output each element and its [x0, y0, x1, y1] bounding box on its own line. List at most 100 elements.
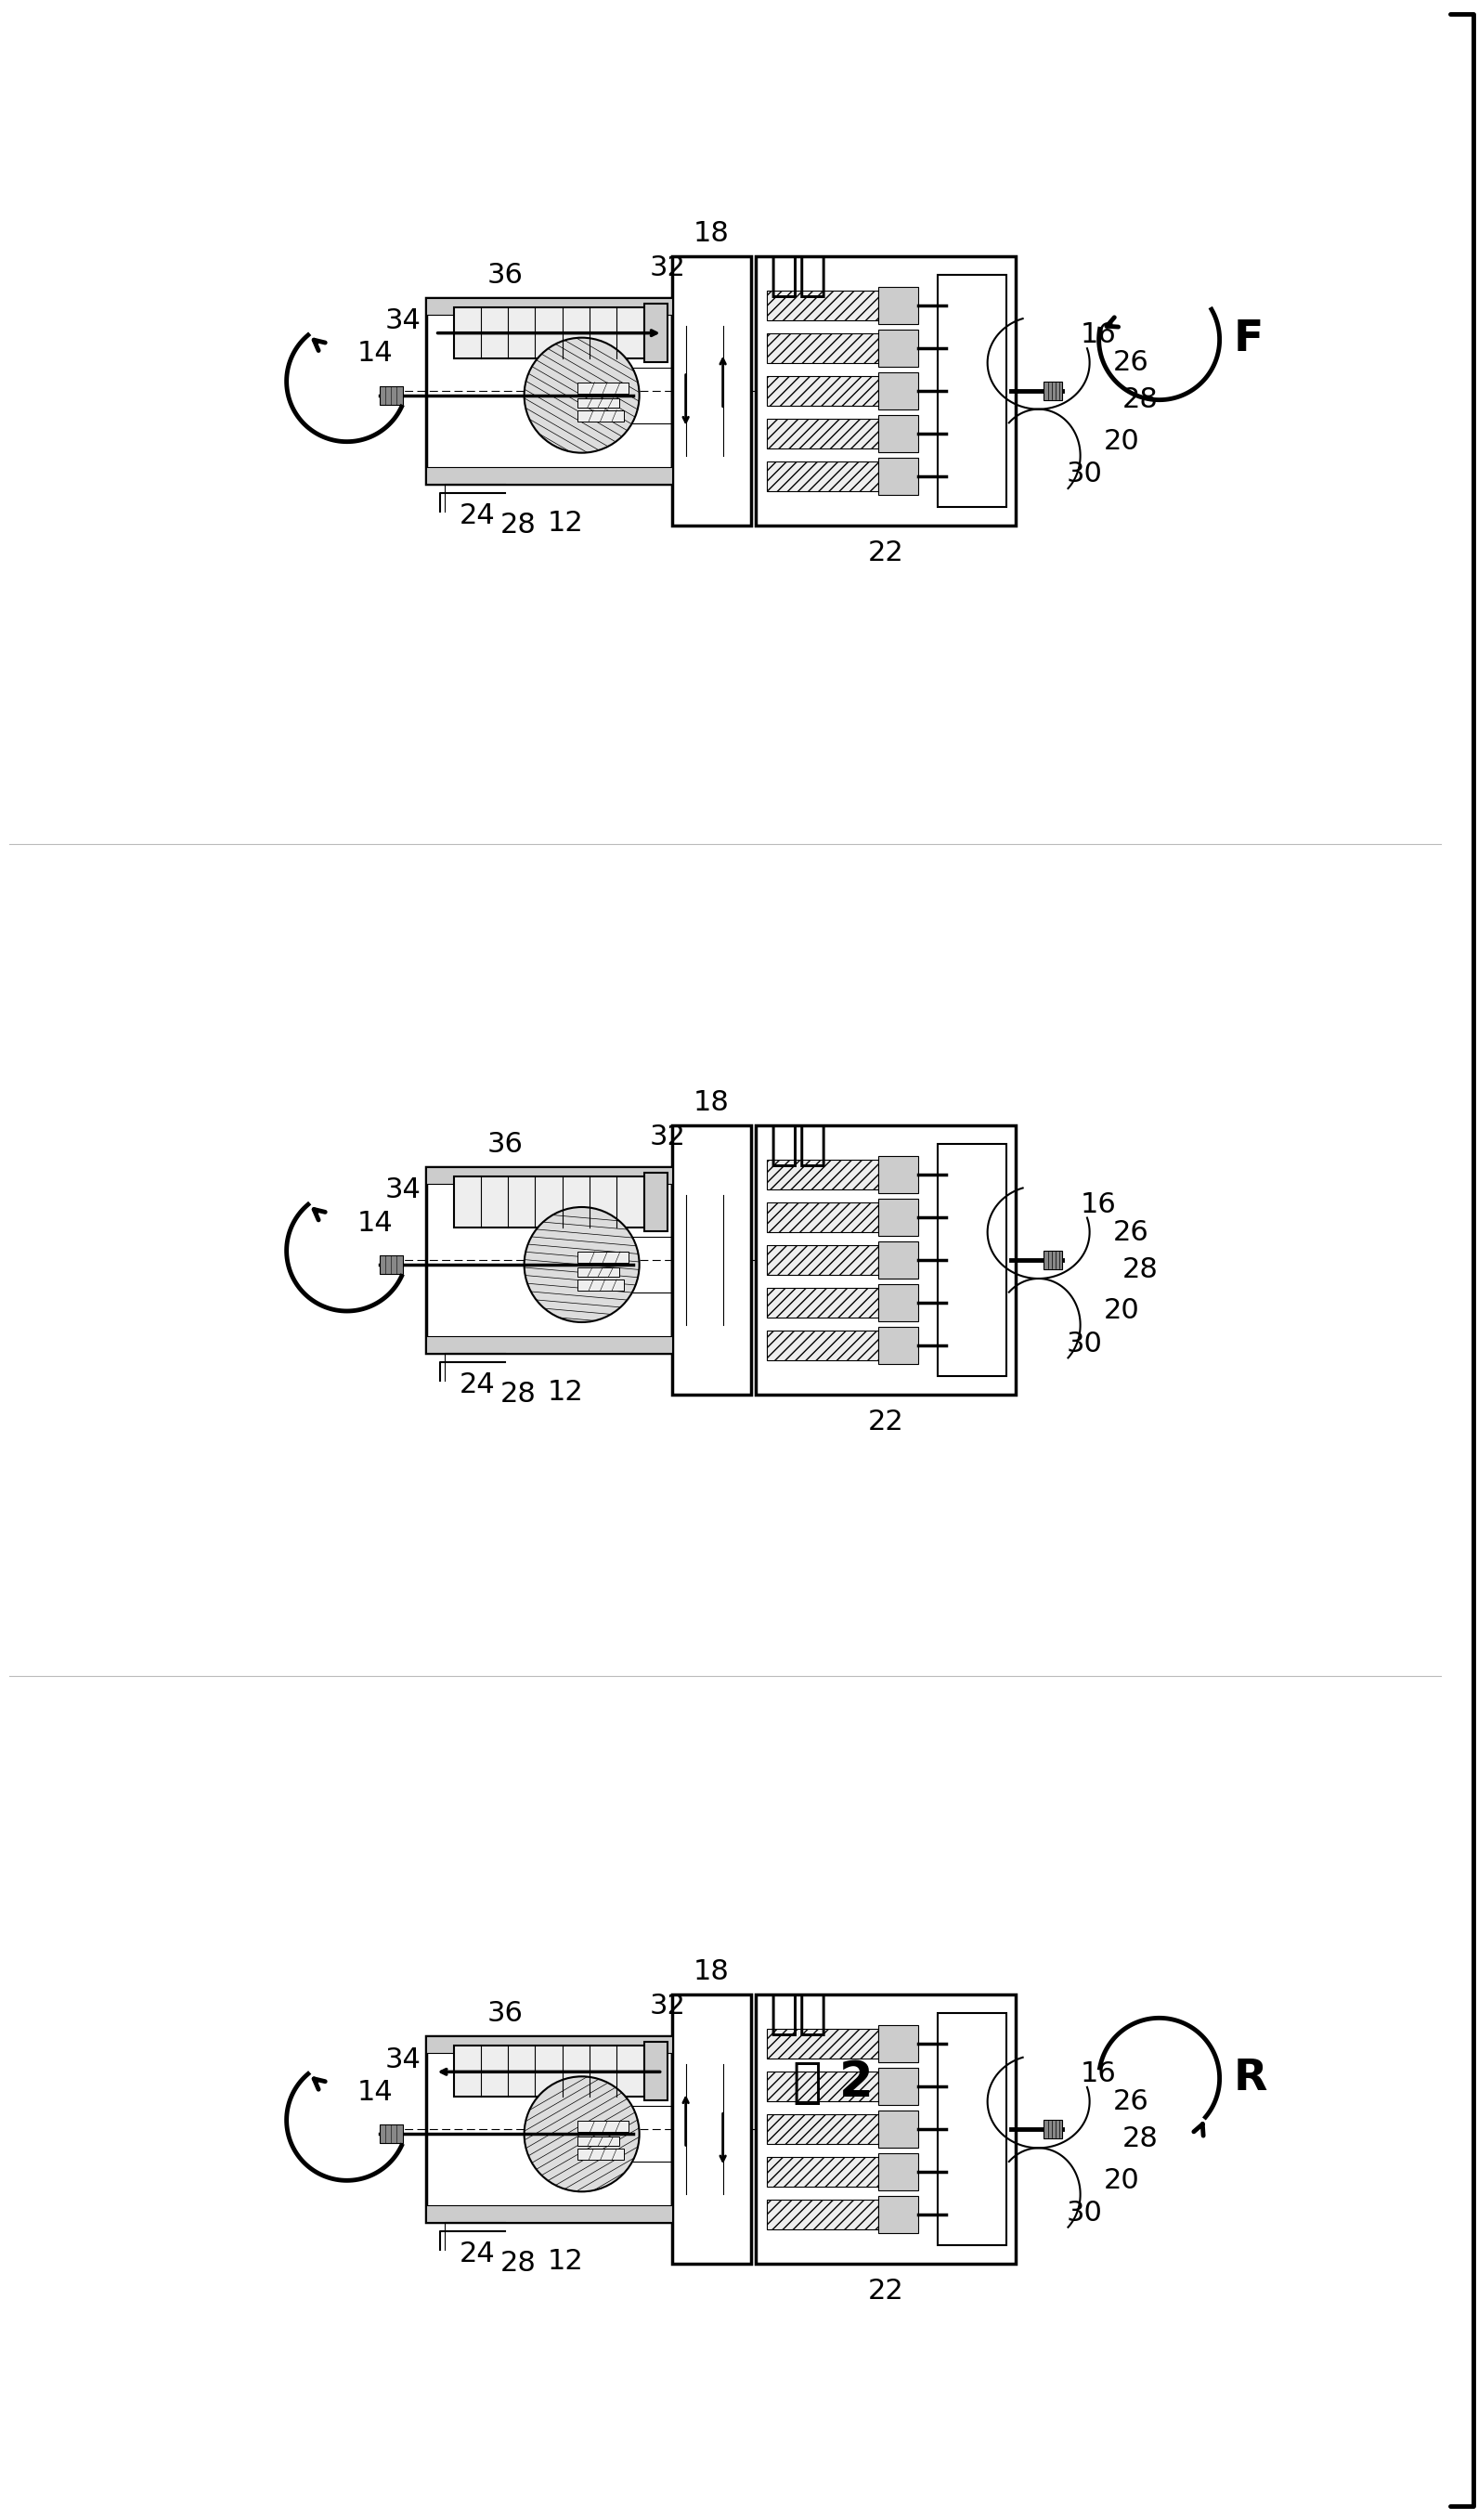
Text: 28: 28 — [501, 1381, 537, 1409]
Text: 12: 12 — [547, 1378, 582, 1406]
Bar — [767, 1245, 878, 1275]
Bar — [672, 1996, 751, 2263]
Text: 28: 28 — [1122, 386, 1159, 413]
Bar — [878, 330, 919, 365]
Text: 12: 12 — [547, 2248, 582, 2276]
Bar — [426, 297, 672, 484]
Bar — [767, 2200, 878, 2230]
Bar — [426, 2036, 672, 2054]
Bar — [767, 461, 878, 491]
Text: 26: 26 — [1113, 350, 1148, 375]
Bar — [767, 2029, 878, 2059]
Bar — [426, 297, 672, 315]
Bar — [878, 2197, 919, 2233]
Bar — [755, 1996, 1015, 2263]
Text: 24: 24 — [458, 1371, 495, 1399]
Text: 32: 32 — [649, 1993, 686, 2021]
Bar — [576, 2137, 619, 2147]
Bar — [672, 257, 751, 524]
Bar — [576, 411, 624, 421]
Text: 28: 28 — [1122, 1255, 1159, 1283]
Bar — [672, 1126, 751, 1394]
Text: 20: 20 — [1104, 2167, 1140, 2195]
Text: 30: 30 — [1067, 2200, 1103, 2228]
Text: 14: 14 — [358, 2079, 393, 2107]
Bar — [1043, 2119, 1061, 2139]
Bar — [576, 383, 628, 393]
Bar — [767, 290, 878, 320]
Bar — [878, 287, 919, 323]
Text: 图 2: 图 2 — [792, 2059, 873, 2107]
Text: 18: 18 — [693, 1089, 729, 1116]
Bar — [767, 1331, 878, 1361]
Bar — [755, 1126, 1015, 1394]
Bar — [576, 2150, 624, 2160]
Text: 20: 20 — [1104, 1298, 1140, 1326]
Bar — [937, 1144, 1007, 1376]
Bar — [576, 1280, 624, 1290]
Bar — [767, 1159, 878, 1189]
Bar — [767, 1202, 878, 1232]
Bar — [576, 1268, 619, 1278]
Bar — [767, 2157, 878, 2187]
Bar — [767, 333, 878, 363]
Text: 16: 16 — [1080, 323, 1116, 348]
Text: 34: 34 — [386, 2046, 421, 2074]
Text: 28: 28 — [1122, 2124, 1159, 2152]
Bar — [878, 459, 919, 494]
Text: 16: 16 — [1080, 2061, 1116, 2087]
Bar — [380, 386, 402, 406]
Bar — [767, 1288, 878, 1318]
Bar — [426, 1336, 672, 1353]
Bar — [767, 2071, 878, 2102]
Text: 14: 14 — [358, 1210, 393, 1237]
Bar — [1043, 381, 1061, 401]
Text: R: R — [1234, 2056, 1267, 2099]
Text: 36: 36 — [486, 262, 523, 287]
Text: 34: 34 — [386, 1177, 421, 1205]
Text: 36: 36 — [486, 2001, 523, 2026]
Text: F: F — [1234, 318, 1264, 360]
Bar — [878, 2069, 919, 2104]
Text: 22: 22 — [868, 539, 903, 567]
Bar — [576, 2122, 628, 2132]
Bar — [1043, 1250, 1061, 1270]
Text: 中性: 中性 — [770, 1121, 828, 1169]
Text: 24: 24 — [458, 501, 495, 529]
Bar — [878, 1200, 919, 1235]
Text: 反向: 反向 — [770, 1991, 828, 2039]
Bar — [576, 398, 619, 408]
Bar — [937, 275, 1007, 507]
Bar — [454, 307, 644, 358]
Text: 30: 30 — [1067, 1331, 1103, 1358]
Bar — [755, 257, 1015, 524]
Text: 22: 22 — [868, 2278, 903, 2306]
Text: 16: 16 — [1080, 1192, 1116, 1217]
Text: 正向: 正向 — [770, 252, 828, 300]
Bar — [937, 2013, 1007, 2245]
Text: 30: 30 — [1067, 461, 1103, 489]
Bar — [454, 2046, 644, 2097]
Bar — [644, 1172, 667, 1232]
Bar — [644, 2041, 667, 2102]
Bar — [380, 2124, 402, 2145]
Bar — [454, 1177, 644, 1227]
Bar — [576, 1252, 628, 1263]
Text: 20: 20 — [1104, 428, 1140, 456]
Text: 26: 26 — [1113, 2089, 1148, 2114]
Bar — [426, 2205, 672, 2223]
Bar — [878, 1285, 919, 1320]
Bar — [644, 302, 667, 363]
Text: 14: 14 — [358, 340, 393, 368]
Bar — [878, 2112, 919, 2147]
Text: 12: 12 — [547, 509, 582, 537]
Bar — [878, 2026, 919, 2061]
Circle shape — [525, 2076, 640, 2192]
Text: 32: 32 — [649, 1124, 686, 1152]
Text: 22: 22 — [868, 1409, 903, 1436]
Circle shape — [525, 338, 640, 454]
Bar — [426, 466, 672, 484]
Bar — [878, 373, 919, 408]
Text: 36: 36 — [486, 1131, 523, 1157]
Text: 28: 28 — [501, 2250, 537, 2278]
